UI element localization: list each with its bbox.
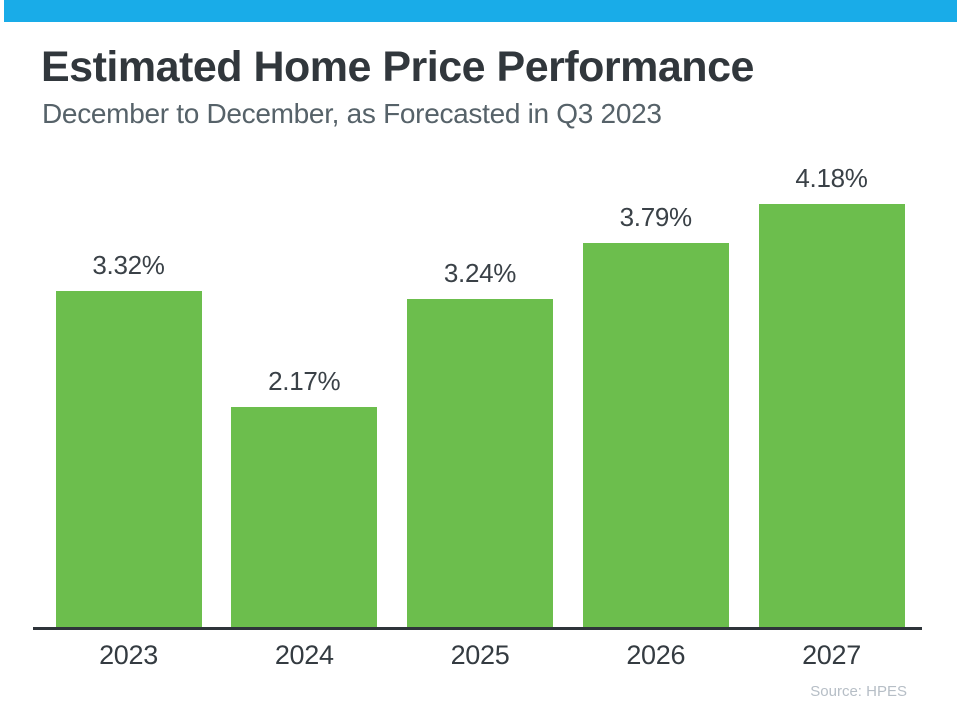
plot-area: 3.32% 2.17% 3.24% 3.79% 4.18% — [33, 157, 922, 630]
x-tick-label-2023: 2023 — [99, 640, 158, 670]
page-subtitle: December to December, as Forecasted in Q… — [42, 98, 662, 129]
value-label-2025: 3.24% — [443, 258, 517, 289]
x-tick-label-2026: 2026 — [626, 640, 686, 670]
bar-chart: 3.32% 2.17% 3.24% 3.79% 4.18% 2023 2024 2025 20… — [33, 157, 922, 669]
bar-2025 — [407, 299, 553, 627]
bar-2026 — [582, 243, 729, 627]
x-tick-label-2027: 2027 — [802, 640, 861, 670]
bar-2024 — [231, 407, 378, 627]
x-tick-label-2024: 2024 — [274, 640, 334, 670]
value-label-2026: 3.79% — [619, 202, 693, 233]
value-label-2027: 4.18% — [795, 162, 868, 193]
accent-top-bar — [4, 0, 957, 22]
value-label-2024: 2.17% — [268, 366, 341, 397]
value-label-2023: 3.32% — [92, 250, 165, 281]
source-note: Source: HPES — [810, 683, 907, 700]
page-title: Estimated Home Price Performance — [41, 43, 754, 91]
bar-2027 — [758, 203, 905, 627]
bar-2023 — [55, 291, 202, 627]
x-tick-label-2025: 2025 — [450, 640, 510, 670]
x-axis-labels: 2023 2024 2025 2026 2027 — [33, 642, 922, 674]
